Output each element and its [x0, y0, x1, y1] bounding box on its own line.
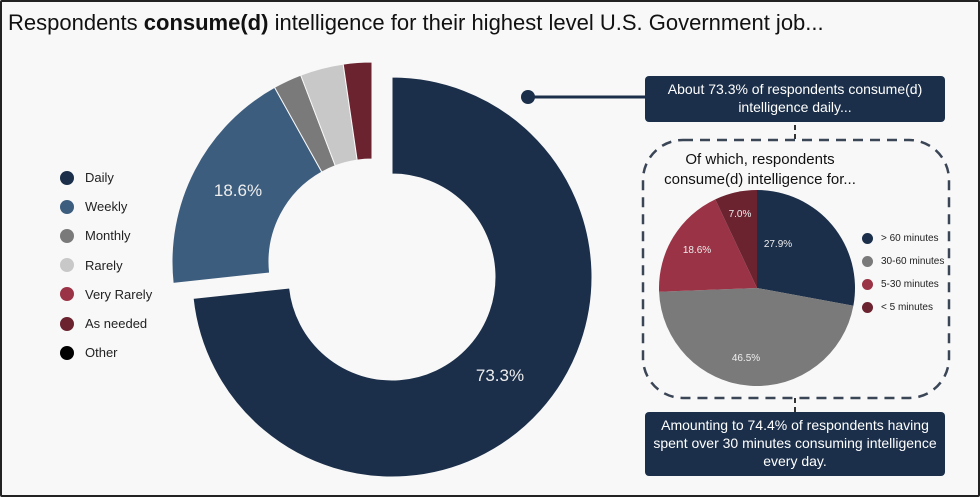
page-title: Respondents consume(d) intelligence for … [8, 10, 824, 35]
donut-slice-weekly [171, 86, 323, 284]
callout-top: About 73.3% of respondents consume(d) in… [645, 76, 945, 122]
legend-label: > 60 minutes [881, 233, 939, 244]
legend-item: Weekly [60, 192, 152, 221]
pie-legend-item: > 60 minutes [862, 233, 939, 244]
data-label-weekly: 18.6% [214, 181, 262, 200]
donut-slice-as-needed [342, 61, 373, 161]
legend-item: Rarely [60, 251, 152, 280]
pie-slice [659, 199, 757, 292]
legend-label: 30-60 minutes [881, 256, 945, 267]
dashed-group-box [641, 138, 951, 400]
legend-item: Very Rarely [60, 280, 152, 309]
legend-swatch [60, 258, 74, 273]
legend-swatch [862, 302, 873, 313]
legend-swatch [862, 279, 873, 290]
donut-legend: Daily Weekly Monthly Rarely Very Rarely As ne… [60, 163, 152, 367]
pie-data-label: 18.6% [683, 245, 711, 256]
legend-label: As needed [85, 316, 148, 332]
donut-slice-daily [192, 76, 593, 478]
pie-slice [715, 190, 757, 288]
legend-swatch [60, 316, 74, 331]
legend-label: Rarely [85, 257, 123, 273]
legend-swatch [60, 199, 74, 214]
data-label-daily: 73.3% [476, 366, 524, 385]
legend-label: Weekly [85, 199, 128, 215]
pie-title: Of which, respondents consume(d) intelli… [664, 151, 856, 188]
pie-data-label: 7.0% [729, 209, 752, 220]
connector-dot [521, 90, 535, 104]
legend-swatch [60, 345, 74, 360]
legend-swatch [60, 287, 74, 302]
legend-item: Daily [60, 163, 152, 192]
pie-slice [659, 288, 854, 386]
legend-swatch [862, 233, 873, 244]
pie-data-label: 46.5% [732, 353, 760, 364]
legend-label: Other [85, 345, 118, 361]
legend-label: < 5 minutes [881, 302, 933, 313]
pie-slice [757, 190, 855, 306]
callout-bottom: Amounting to 74.4% of respondents having… [645, 412, 945, 476]
legend-label: 5-30 minutes [881, 279, 939, 290]
legend-item: Monthly [60, 221, 152, 250]
legend-swatch [60, 170, 74, 185]
legend-swatch [60, 228, 74, 243]
legend-label: Very Rarely [85, 286, 153, 302]
legend-label: Daily [85, 170, 114, 186]
legend-item: As needed [60, 309, 152, 338]
pie-legend-item: 5-30 minutes [862, 279, 939, 290]
legend-swatch [862, 256, 873, 267]
pie-legend-item: 30-60 minutes [862, 256, 944, 267]
pie-legend-item: < 5 minutes [862, 302, 933, 313]
legend-item: Other [60, 338, 152, 367]
pie-data-label: 27.9% [764, 239, 792, 250]
legend-label: Monthly [85, 228, 131, 244]
